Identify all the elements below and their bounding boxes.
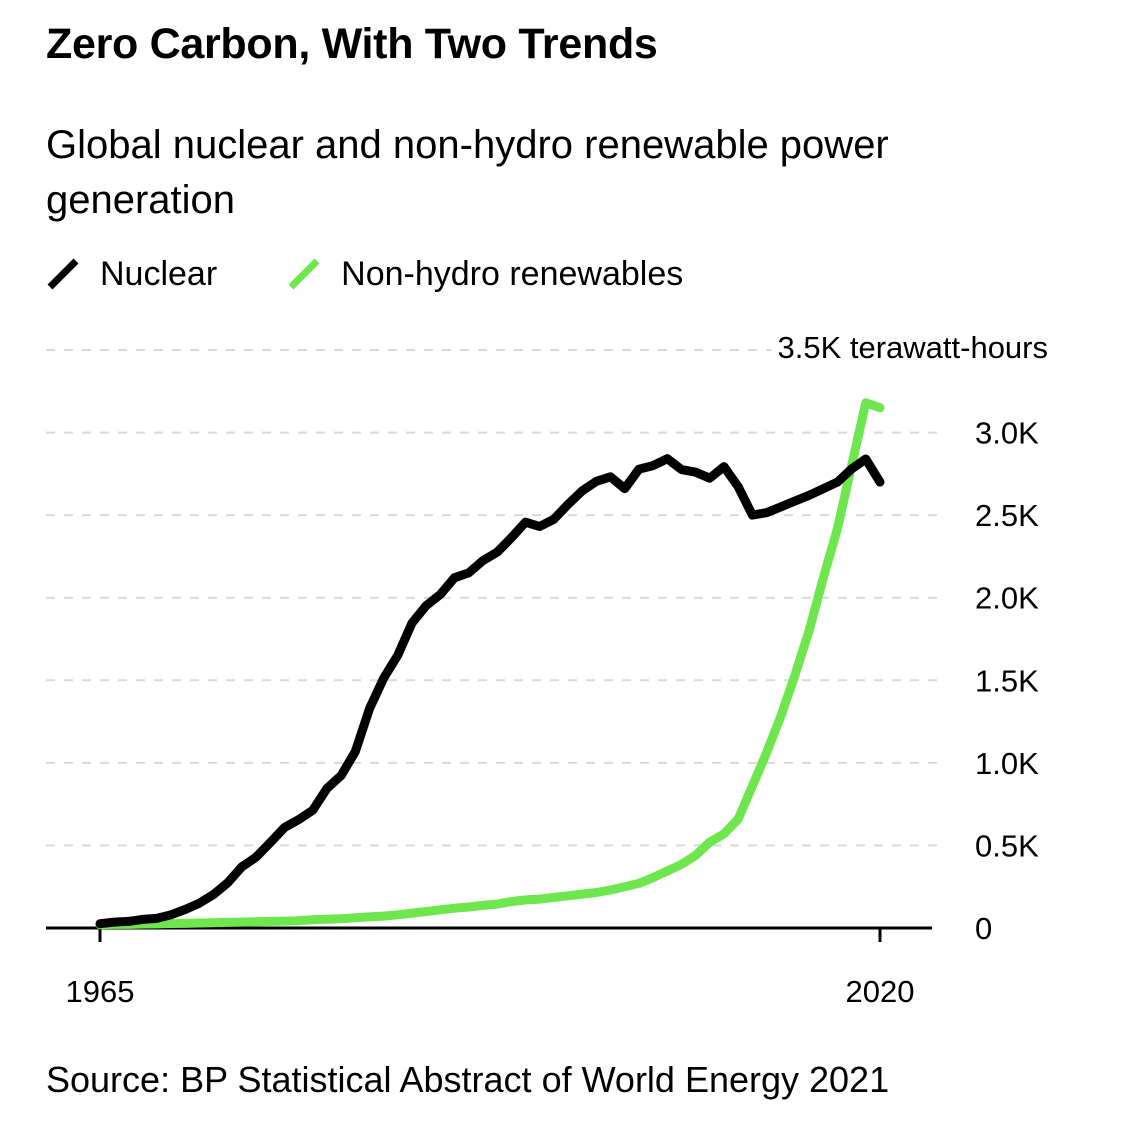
legend-label-nuclear: Nuclear <box>100 254 218 293</box>
series-line-non-hydro-renewables <box>95 398 885 930</box>
y-tick-label-0: 0 <box>975 911 992 946</box>
y-tick-label-1000: 1.0K <box>975 746 1039 781</box>
chart-title: Zero Carbon, With Two Trends <box>46 20 658 68</box>
series-line-nuclear <box>95 454 885 929</box>
y-axis-unit-label-bg <box>771 332 1054 363</box>
grid-lines <box>46 349 945 847</box>
legend-item-nuclear: Nuclear <box>46 255 217 294</box>
legend-item-renewables: Non-hydro renewables <box>287 255 683 294</box>
y-tick-label-1500: 1.5K <box>975 663 1039 698</box>
legend-swatch-renewables-icon <box>288 258 320 290</box>
y-axis-labels: 0 0.5K 1.0K 1.5K 2.0K 2.5K 3.0K 3.5K terawatt-h… <box>771 330 1054 946</box>
x-tick-label-2020: 2020 <box>846 974 915 1009</box>
y-tick-label-3000: 3.0K <box>975 416 1039 451</box>
x-axis: 1965 2020 <box>46 926 932 1009</box>
x-tick-label-1965: 1965 <box>66 974 135 1009</box>
chart-legend: Nuclear Non-hydro renewables <box>46 250 753 298</box>
y-tick-label-500: 0.5K <box>975 828 1039 863</box>
y-axis-unit-label: 3.5K terawatt-hours <box>777 330 1048 365</box>
source-note: Source: BP Statistical Abstract of World… <box>46 1059 890 1100</box>
y-tick-label-2000: 2.0K <box>975 581 1039 616</box>
y-tick-label-2500: 2.5K <box>975 498 1039 533</box>
legend-swatch-nuclear-icon <box>47 258 79 290</box>
chart-subtitle: Global nuclear and non-hydro renewable p… <box>46 123 889 222</box>
legend-label-renewables: Non-hydro renewables <box>341 254 684 293</box>
series-lines <box>95 398 885 930</box>
